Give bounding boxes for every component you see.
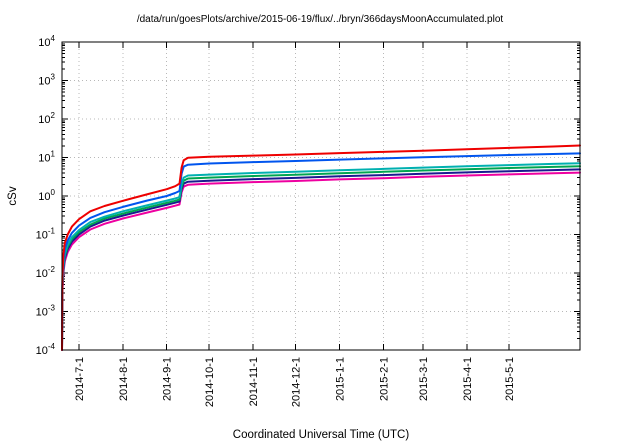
- y-tick-label: 102: [38, 111, 55, 126]
- x-tick-label: 2015-4-1: [462, 357, 474, 401]
- y-tick-label: 104: [38, 34, 55, 49]
- x-tick-label: 2014-12-1: [291, 357, 303, 407]
- series-cyan: [61, 162, 581, 351]
- y-tick-label: 103: [38, 73, 55, 88]
- plot-border: [61, 41, 581, 351]
- series-blue: [61, 152, 581, 351]
- y-tick-label: 10-1: [36, 227, 56, 242]
- plot-area: 2014-7-1 2014-8-1 2014-9-1 2014-10-1 2014-11…: [36, 34, 581, 407]
- series-green: [61, 165, 581, 351]
- y-axis-label: cSv: [7, 186, 19, 205]
- series-navy: [61, 168, 581, 351]
- x-tick-label: 2014-7-1: [74, 357, 86, 401]
- y-tick-label: 100: [38, 188, 55, 203]
- series-magenta: [61, 171, 581, 351]
- x-tick-label: 2014-11-1: [248, 357, 260, 406]
- x-tick-label: 2014-10-1: [204, 357, 216, 407]
- x-tick-label: 2015-1-1: [334, 357, 346, 401]
- x-tick-label: 2014-8-1: [118, 357, 130, 401]
- y-tick-label: 10-3: [36, 304, 56, 319]
- series-red: [61, 144, 581, 351]
- x-tick-label: 2015-5-1: [504, 357, 516, 401]
- x-axis-label: Coordinated Universal Time (UTC): [233, 429, 410, 441]
- y-tick-label: 10-4: [36, 342, 56, 357]
- x-tick-label: 2014-9-1: [162, 357, 174, 401]
- x-tick-label: 2015-2-1: [378, 357, 390, 401]
- chart-title: /data/run/goesPlots/archive/2015-06-19/f…: [137, 14, 504, 25]
- y-tick-label: 101: [38, 150, 55, 165]
- y-tick-label: 10-2: [36, 265, 56, 280]
- x-tick-label: 2015-3-1: [418, 357, 430, 401]
